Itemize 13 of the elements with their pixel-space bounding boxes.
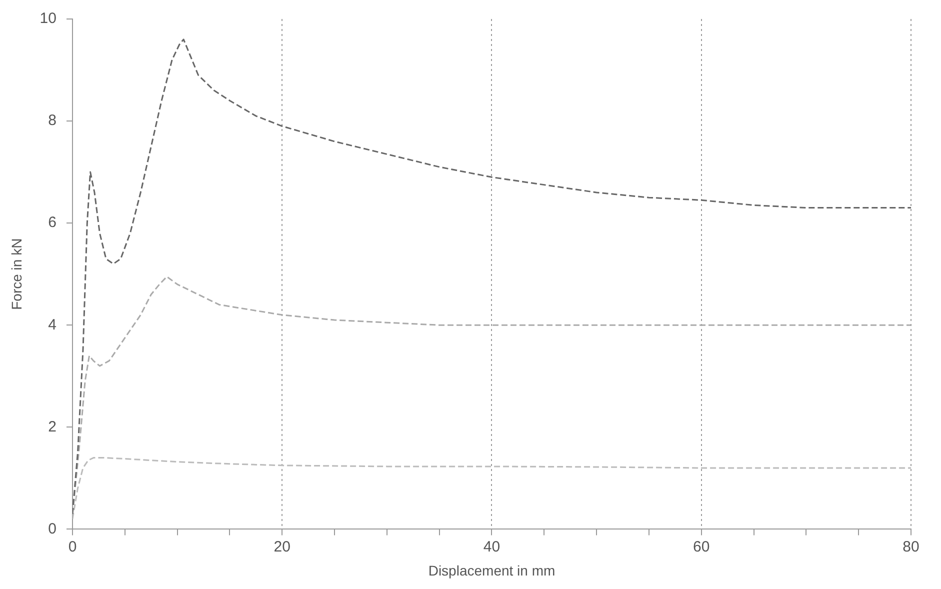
y-tick-label: 6 [48,214,56,232]
x-tick-label: 0 [68,538,77,556]
y-axis-title: Force in kN [8,238,24,310]
x-tick-label: 80 [902,538,920,556]
y-tick-label: 8 [48,112,56,130]
y-tick-label: 0 [48,520,56,538]
y-tick-label: 10 [40,10,56,28]
x-tick-label: 60 [693,538,710,556]
y-tick-label: 2 [48,418,56,436]
y-tick-label: 4 [48,316,56,334]
x-tick-label: 20 [274,538,290,556]
x-tick-label: 40 [483,538,500,556]
x-axis-title: Displacement in mm [428,562,556,578]
